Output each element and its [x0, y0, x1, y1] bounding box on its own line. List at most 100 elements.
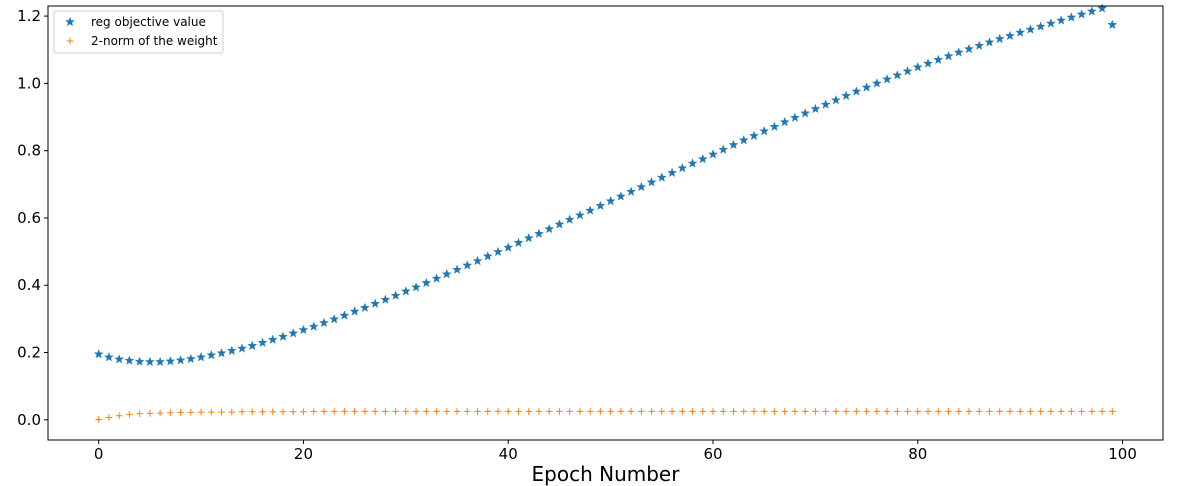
data-point	[965, 408, 973, 415]
data-point	[330, 408, 338, 415]
data-point	[288, 328, 299, 338]
data-point	[605, 195, 616, 206]
data-point	[341, 408, 348, 415]
data-point	[289, 408, 297, 416]
data-point	[709, 408, 717, 415]
data-point	[564, 214, 575, 224]
data-point	[759, 125, 770, 136]
y-tick-label: 0.2	[17, 344, 41, 362]
data-point	[1005, 30, 1015, 41]
data-point	[1098, 408, 1106, 415]
data-point	[1078, 408, 1085, 415]
data-point	[185, 353, 196, 364]
data-point	[974, 40, 985, 50]
data-point	[484, 408, 492, 415]
data-point	[382, 408, 389, 415]
data-point	[1047, 408, 1055, 415]
data-point	[853, 408, 860, 415]
data-point	[114, 354, 125, 364]
data-point	[812, 408, 819, 415]
data-point	[842, 408, 850, 415]
data-point	[126, 411, 133, 418]
data-point	[626, 186, 637, 196]
data-point	[370, 298, 381, 308]
data-point	[165, 356, 176, 366]
x-tick-label: 60	[703, 445, 722, 463]
data-point	[474, 408, 481, 415]
data-point	[719, 408, 727, 415]
data-point	[267, 334, 278, 344]
y-tick-label: 1.2	[17, 7, 41, 25]
data-point	[134, 356, 145, 366]
legend-box	[53, 10, 224, 54]
data-point	[1068, 408, 1075, 415]
data-point	[894, 408, 901, 415]
data-point	[115, 412, 123, 420]
data-point	[904, 408, 911, 415]
y-tick-label: 1.0	[17, 74, 41, 92]
data-point	[627, 408, 635, 415]
data-point	[750, 408, 758, 415]
x-tick-label: 20	[294, 445, 313, 463]
data-point	[371, 408, 379, 415]
data-point	[760, 408, 768, 415]
data-point	[646, 177, 657, 187]
legend-marker	[66, 37, 74, 45]
data-point	[402, 408, 410, 415]
data-point	[523, 232, 534, 243]
data-point	[146, 410, 154, 417]
data-point	[411, 282, 422, 292]
data-point	[830, 95, 841, 105]
data-point	[791, 408, 799, 415]
y-axis: 0.0 0.2 0.4 0.6 0.8 1.0 1.2	[17, 7, 48, 429]
plot-frame	[47, 5, 1164, 441]
data-point	[810, 103, 821, 114]
data-point	[984, 37, 995, 47]
data-point	[749, 130, 759, 141]
data-point	[1006, 408, 1014, 415]
data-point	[914, 408, 922, 415]
data-point	[359, 302, 370, 312]
data-point	[597, 408, 604, 415]
data-point	[544, 223, 555, 234]
data-marks	[93, 3, 1118, 423]
data-point	[472, 255, 483, 266]
x-tick-label: 80	[908, 445, 927, 463]
data-point	[361, 408, 369, 415]
data-point	[1057, 408, 1065, 415]
data-point	[93, 349, 104, 359]
data-point	[351, 408, 358, 415]
data-point	[574, 210, 585, 220]
series-reg-objective-value	[93, 3, 1118, 367]
y-tick-label: 0.8	[17, 142, 41, 160]
data-point	[1045, 18, 1056, 28]
data-point	[1088, 408, 1096, 415]
x-tick-label: 0	[94, 445, 104, 463]
data-point	[228, 408, 236, 416]
data-point	[339, 310, 350, 320]
data-point	[1056, 15, 1067, 25]
data-point	[197, 408, 205, 416]
data-point	[504, 408, 512, 415]
data-point	[1097, 3, 1108, 13]
data-point	[994, 33, 1005, 44]
data-point	[953, 47, 964, 57]
data-point	[1037, 408, 1044, 415]
data-point	[503, 242, 514, 252]
data-point	[206, 350, 217, 360]
data-point	[841, 90, 852, 101]
data-point	[975, 408, 983, 415]
data-point	[308, 321, 319, 331]
data-point	[298, 324, 309, 335]
data-point	[697, 153, 708, 164]
x-tick-label: 100	[1108, 445, 1137, 463]
data-point	[781, 408, 788, 415]
data-point	[279, 408, 287, 416]
data-point	[964, 43, 974, 54]
data-point	[902, 66, 913, 76]
data-point	[996, 408, 1003, 415]
data-point	[136, 410, 143, 418]
data-point	[1076, 9, 1087, 19]
